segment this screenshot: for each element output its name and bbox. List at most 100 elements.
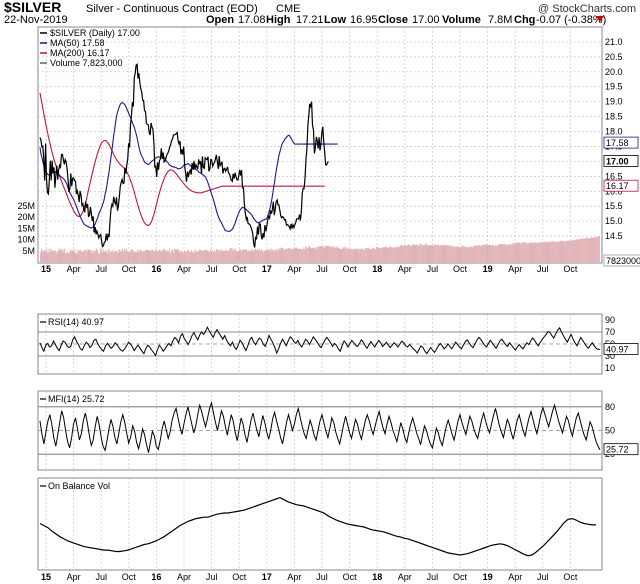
volume-bar	[268, 249, 270, 262]
volume-bar	[297, 248, 299, 262]
x-tick-label-price: Apr	[67, 264, 81, 274]
volume-bar	[421, 244, 422, 262]
volume-bar	[588, 237, 590, 262]
volume-bar	[357, 249, 359, 262]
volume-bar	[150, 250, 152, 262]
volume-bar	[328, 245, 330, 262]
volume-bar	[389, 246, 391, 262]
rsi-title: RSI(14) 40.97	[48, 317, 104, 327]
x-tick-label-obv: Jul	[427, 572, 439, 582]
volume-bar	[81, 251, 82, 262]
volume-bar	[449, 246, 450, 262]
volume-bar	[509, 244, 510, 262]
volume-bar	[216, 249, 217, 262]
volume-bar	[534, 242, 536, 262]
volume-bar	[102, 249, 104, 262]
x-tick-label-price: 16	[151, 264, 161, 274]
volume-bar	[43, 249, 45, 262]
volume-bar	[336, 247, 338, 262]
volume-bar	[517, 243, 519, 262]
volume-bar	[254, 249, 256, 262]
volume-bar	[166, 249, 168, 262]
chart-panels: 15 15 Apr Apr Jul Jul Oct Oct 16 16 Apr Apr Jul Jul Oc…	[17, 26, 640, 582]
volume-bar	[123, 251, 125, 262]
volume-bar	[139, 249, 141, 262]
volume-bar	[460, 247, 462, 262]
volume-bar	[496, 245, 498, 262]
volume-bar	[67, 251, 68, 262]
rsi-value-tag: 40.97	[606, 344, 629, 354]
volume-bar	[261, 249, 263, 262]
volume-bar	[226, 249, 228, 262]
volume-bar	[457, 246, 459, 262]
x-tick-label-price: Apr	[508, 264, 522, 274]
volume-bar	[49, 252, 51, 262]
last-price-tag-box	[603, 155, 639, 167]
volume-bar	[289, 248, 290, 262]
rsi-y-tick-label: 90	[605, 315, 615, 325]
volume-bar	[40, 252, 41, 262]
volume-bar	[441, 244, 443, 262]
volume-bar	[208, 250, 210, 262]
volume-bar	[211, 251, 213, 262]
volume-bar	[452, 246, 454, 262]
volume-bar	[356, 249, 358, 262]
volume-bar	[218, 250, 220, 262]
volume-bar	[352, 249, 354, 262]
volume-bar	[489, 244, 491, 262]
volume-bar	[285, 249, 287, 262]
volume-bar	[491, 245, 493, 262]
volume-bar	[237, 250, 239, 262]
volume-bar	[207, 250, 209, 262]
volume-bar	[467, 247, 469, 262]
volume-bar	[109, 250, 111, 262]
volume-bar	[490, 245, 492, 262]
volume-bar	[172, 252, 174, 262]
x-tick-label-obv: Apr	[177, 572, 191, 582]
volume-bar	[183, 252, 185, 262]
volume-bar	[167, 250, 169, 262]
volume-bar	[80, 249, 82, 262]
price-y-tick-label: 15.0	[605, 216, 623, 226]
volume-bar	[420, 243, 421, 262]
x-tick-label-obv: Oct	[122, 572, 137, 582]
volume-bar	[432, 245, 434, 262]
volume-y-tick-label: 25M	[17, 201, 35, 211]
volume-bar	[445, 245, 447, 262]
volume-bar	[550, 241, 552, 262]
volume-bar	[398, 247, 400, 262]
volume-bar	[230, 248, 231, 262]
volume-bar	[312, 247, 314, 262]
volume-bar	[99, 249, 101, 262]
price-y-tick-label: 20.5	[605, 52, 623, 62]
volume-bar	[369, 249, 371, 262]
volume-bar	[345, 247, 347, 262]
volume-bar	[239, 248, 241, 262]
volume-bar	[66, 252, 67, 262]
volume-bar	[302, 249, 303, 262]
volume-bar	[314, 247, 316, 262]
price-y-tick-label: 18.0	[605, 127, 623, 137]
volume-bar	[86, 250, 88, 262]
x-tick-label-obv: Apr	[398, 572, 412, 582]
volume-bar	[375, 249, 376, 262]
volume-bar	[288, 248, 289, 262]
x-tick-label-price: Oct	[122, 264, 137, 274]
volume-bar	[52, 250, 53, 262]
ma200-line	[39, 92, 325, 226]
volume-bar	[535, 241, 537, 262]
volume-bar	[62, 251, 64, 262]
volume-bar	[134, 251, 136, 262]
volume-bar	[261, 249, 262, 262]
volume-bar	[303, 247, 304, 262]
volume-bar	[233, 249, 235, 262]
volume-bar	[275, 249, 276, 262]
volume-bar	[97, 249, 98, 262]
x-tick-label-price: Jul	[95, 264, 107, 274]
volume-bar	[48, 249, 50, 262]
volume-bar	[364, 249, 365, 262]
volume-bar	[246, 249, 247, 262]
volume-bar	[569, 240, 570, 262]
volume-bar	[541, 242, 542, 262]
volume-bar	[349, 248, 351, 262]
